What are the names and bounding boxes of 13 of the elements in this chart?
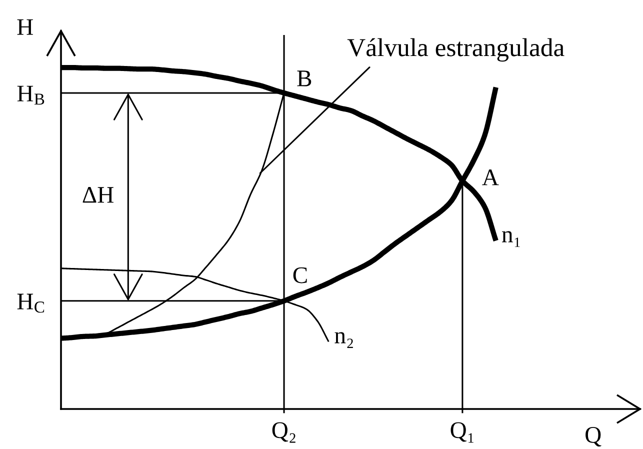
annotation: B xyxy=(297,70,312,86)
series-label: H$_{B}$ xyxy=(17,86,44,105)
series-label: H$_{C}$ xyxy=(17,294,44,313)
y-axis-title: H xyxy=(17,19,33,35)
annotation: Válvula estrangulada xyxy=(347,38,564,62)
annotation: A xyxy=(482,170,499,186)
x-tick-label: Q₁ xyxy=(450,422,474,443)
series-label: n₂ xyxy=(334,332,353,348)
x-tick-label: Q₂ xyxy=(272,422,296,443)
annotation: ΔH xyxy=(82,187,114,203)
x-axis-title: Q xyxy=(586,427,602,446)
annotation: C xyxy=(293,267,307,284)
series-label: n₁ xyxy=(502,231,520,247)
